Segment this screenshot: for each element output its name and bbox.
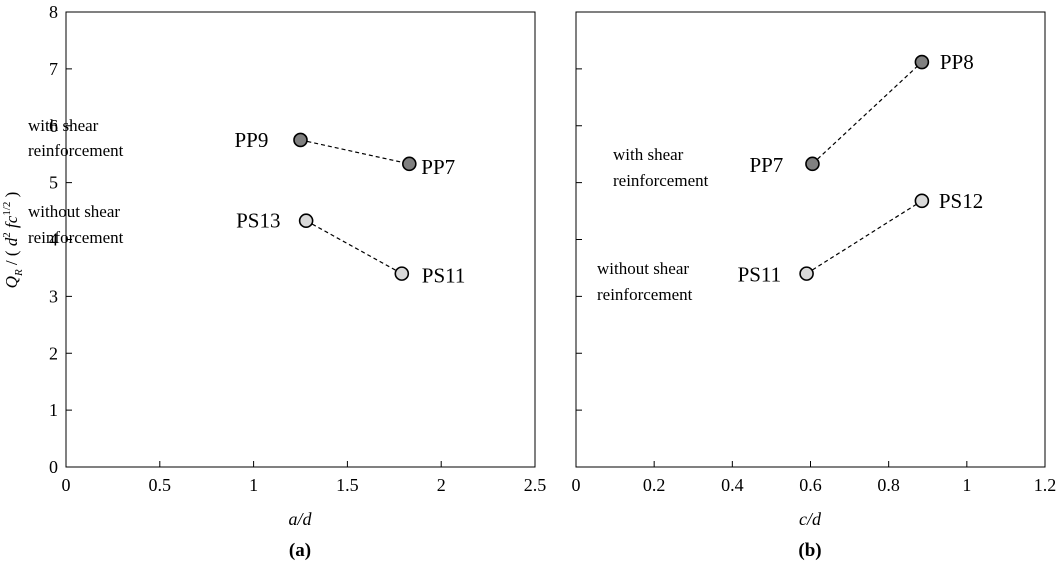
y-axis-label: QR / ( d2 fc1/2 ): [1, 192, 25, 289]
point-label-pp9: PP9: [235, 128, 269, 152]
x-tick-label: 1.2: [1034, 475, 1057, 495]
data-point-pp9: [293, 132, 308, 148]
x-tick-label: 0.4: [721, 475, 744, 495]
data-point-ps11: [799, 266, 814, 281]
point-label-ps11: PS11: [422, 264, 466, 288]
y-tick-label: 8: [49, 2, 58, 22]
x-tick-label: 1.5: [336, 475, 359, 495]
data-point-pp7: [805, 156, 820, 172]
x-tick-label: 2: [437, 475, 446, 495]
y-tick-label: 6: [49, 116, 58, 136]
note-without-shear-b-line1: without shear: [597, 259, 689, 278]
y-tick-label: 2: [49, 343, 58, 363]
point-label-ps11: PS11: [738, 263, 782, 287]
x-tick-label: 0: [62, 475, 71, 495]
series-b: PP7 PP8 PS11 PS12: [738, 50, 984, 287]
y-tick-label: 3: [49, 286, 58, 306]
y-tick-label: 0: [49, 457, 58, 477]
panel-label-b: (b): [798, 540, 821, 561]
y-axis-ticks-b: [576, 11, 582, 468]
data-point-ps11: [394, 266, 410, 281]
y-axis-ticks-a: 0 1 2 3 4 5 6 7 8: [49, 2, 72, 477]
series-a: PP9 PP7 PS13 PS11: [235, 128, 466, 288]
data-point-pp8: [914, 54, 930, 70]
x-axis-ticks-a: 0 0.5 1 1.5 2 2.5: [62, 461, 547, 495]
y-tick-label: 1: [49, 400, 58, 420]
x-tick-label: 0: [572, 475, 581, 495]
x-tick-label: 0.8: [877, 475, 900, 495]
point-label-pp7: PP7: [421, 155, 455, 179]
series-connector-line: [300, 139, 410, 165]
panel-label-a: (a): [289, 540, 311, 561]
x-tick-label: 0.6: [799, 475, 822, 495]
x-tick-label: 0.2: [643, 475, 666, 495]
point-label-pp7: PP7: [749, 153, 783, 177]
series-connector-line: [305, 220, 403, 275]
x-axis-label-a: a/d: [288, 509, 312, 529]
panel-a: 0 1 2 3 4 5 6 7 8 0 0.5 1 1.5 2 2.5 PP9 PP7 PS13 PS11 wi…: [1, 2, 546, 561]
x-tick-label: 2.5: [524, 475, 547, 495]
plot-frame-a: [65, 11, 536, 468]
note-with-shear-b-line1: with shear: [613, 145, 684, 164]
x-axis-ticks-b: 0 0.2 0.4 0.6 0.8 1 1.2: [572, 461, 1057, 495]
x-tick-label: 1: [962, 475, 971, 495]
panel-b: 0 0.2 0.4 0.6 0.8 1 1.2 PP7 PP8 PS11 PS12 with sh…: [572, 11, 1057, 561]
note-with-shear-a-line2: reinforcement: [28, 141, 124, 160]
point-label-ps13: PS13: [236, 209, 280, 233]
data-point-ps13: [298, 213, 314, 229]
y-tick-label: 4: [49, 230, 58, 250]
note-without-shear-b-line2: reinforcement: [597, 285, 693, 304]
y-tick-label: 7: [49, 59, 58, 79]
note-with-shear-a-line1: with shear: [28, 116, 99, 135]
x-tick-label: 0.5: [149, 475, 172, 495]
plot-frame-b: [575, 11, 1046, 468]
x-tick-label: 1: [249, 475, 258, 495]
svg-text:QR / ( d2 fc1/2 ): QR / ( d2 fc1/2 ): [1, 192, 25, 289]
data-point-ps12: [914, 193, 930, 209]
y-tick-label: 5: [49, 173, 58, 193]
note-without-shear-a-line2: reinforcement: [28, 228, 124, 247]
series-connector-line: [812, 61, 923, 165]
point-label-ps12: PS12: [939, 189, 983, 213]
series-connector-line: [806, 200, 923, 275]
data-point-pp7: [402, 156, 417, 172]
x-axis-label-b: c/d: [799, 509, 822, 529]
point-label-pp8: PP8: [940, 50, 974, 74]
note-with-shear-b-line2: reinforcement: [613, 171, 709, 190]
note-without-shear-a-line1: without shear: [28, 202, 120, 221]
